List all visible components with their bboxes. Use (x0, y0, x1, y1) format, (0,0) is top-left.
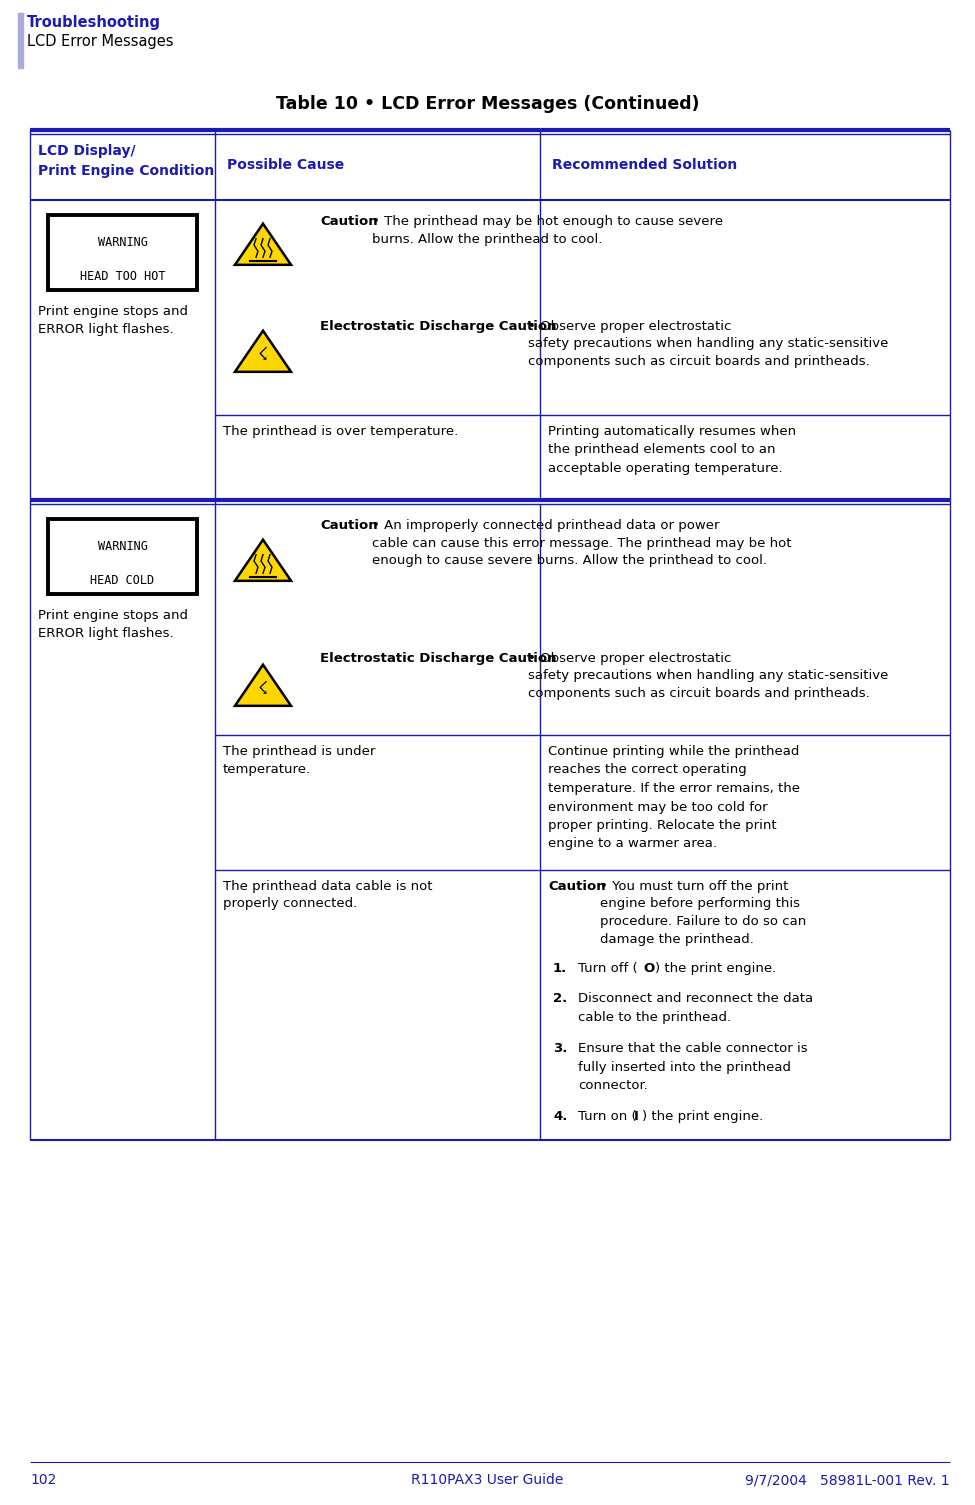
Text: Electrostatic Discharge Caution: Electrostatic Discharge Caution (320, 321, 557, 333)
Text: Recommended Solution: Recommended Solution (552, 158, 737, 172)
Bar (48, 519, 197, 594)
Polygon shape (235, 540, 292, 581)
Text: Possible Cause: Possible Cause (227, 158, 344, 172)
Text: 4.: 4. (553, 1111, 567, 1123)
Text: O: O (643, 962, 654, 975)
Text: Table 10 • LCD Error Messages (Continued): Table 10 • LCD Error Messages (Continued… (276, 95, 699, 113)
Text: HEAD COLD: HEAD COLD (91, 575, 155, 587)
Text: LCD Display/
Print Engine Condition: LCD Display/ Print Engine Condition (38, 144, 214, 178)
Text: WARNING: WARNING (98, 236, 147, 250)
Text: Caution: Caution (548, 880, 605, 892)
Text: 9/7/2004   58981L-001 Rev. 1: 9/7/2004 58981L-001 Rev. 1 (745, 1473, 950, 1487)
Text: ) the print engine.: ) the print engine. (655, 962, 776, 975)
Text: Turn on (: Turn on ( (578, 1111, 637, 1123)
Text: Electrostatic Discharge Caution: Electrostatic Discharge Caution (320, 652, 557, 665)
Text: ☇: ☇ (257, 680, 268, 698)
Text: R110PAX3 User Guide: R110PAX3 User Guide (411, 1473, 564, 1487)
Text: Troubleshooting: Troubleshooting (27, 15, 161, 30)
Text: WARNING: WARNING (98, 540, 147, 554)
Text: Caution: Caution (320, 519, 377, 531)
Text: • Observe proper electrostatic
safety precautions when handling any static-sensi: • Observe proper electrostatic safety pr… (528, 652, 888, 700)
Text: • Observe proper electrostatic
safety precautions when handling any static-sensi: • Observe proper electrostatic safety pr… (528, 321, 888, 369)
Polygon shape (235, 224, 292, 265)
Text: • You must turn off the print
engine before performing this
procedure. Failure t: • You must turn off the print engine bef… (600, 880, 806, 945)
Text: Caution: Caution (320, 215, 377, 227)
Text: Print engine stops and
ERROR light flashes.: Print engine stops and ERROR light flash… (38, 306, 188, 336)
Text: LCD Error Messages: LCD Error Messages (27, 35, 174, 50)
Text: HEAD TOO HOT: HEAD TOO HOT (80, 271, 165, 283)
Text: Printing automatically resumes when
the printhead elements cool to an
acceptable: Printing automatically resumes when the … (548, 424, 797, 476)
Text: 2.: 2. (553, 992, 567, 1005)
Bar (48, 215, 197, 290)
Text: I: I (634, 1111, 639, 1123)
Text: ☇: ☇ (257, 346, 268, 364)
Text: The printhead data cable is not
properly connected.: The printhead data cable is not properly… (223, 880, 433, 911)
Text: Print engine stops and
ERROR light flashes.: Print engine stops and ERROR light flash… (38, 610, 188, 640)
Text: The printhead is under
temperature.: The printhead is under temperature. (223, 745, 375, 775)
Text: Turn off (: Turn off ( (578, 962, 638, 975)
Bar (18, 14, 23, 68)
Text: ) the print engine.: ) the print engine. (642, 1111, 763, 1123)
Text: 1.: 1. (553, 962, 567, 975)
Text: • The printhead may be hot enough to cause severe
burns. Allow the printhead to : • The printhead may be hot enough to cau… (372, 215, 723, 245)
Text: Ensure that the cable connector is
fully inserted into the printhead
connector.: Ensure that the cable connector is fully… (578, 1041, 807, 1093)
Polygon shape (235, 331, 292, 372)
Text: 102: 102 (30, 1473, 57, 1487)
Text: Disconnect and reconnect the data
cable to the printhead.: Disconnect and reconnect the data cable … (578, 992, 813, 1023)
Text: The printhead is over temperature.: The printhead is over temperature. (223, 424, 458, 438)
Polygon shape (235, 665, 292, 706)
Text: 3.: 3. (553, 1041, 567, 1055)
Text: Continue printing while the printhead
reaches the correct operating
temperature.: Continue printing while the printhead re… (548, 745, 800, 850)
Text: • An improperly connected printhead data or power
cable can cause this error mes: • An improperly connected printhead data… (372, 519, 792, 567)
